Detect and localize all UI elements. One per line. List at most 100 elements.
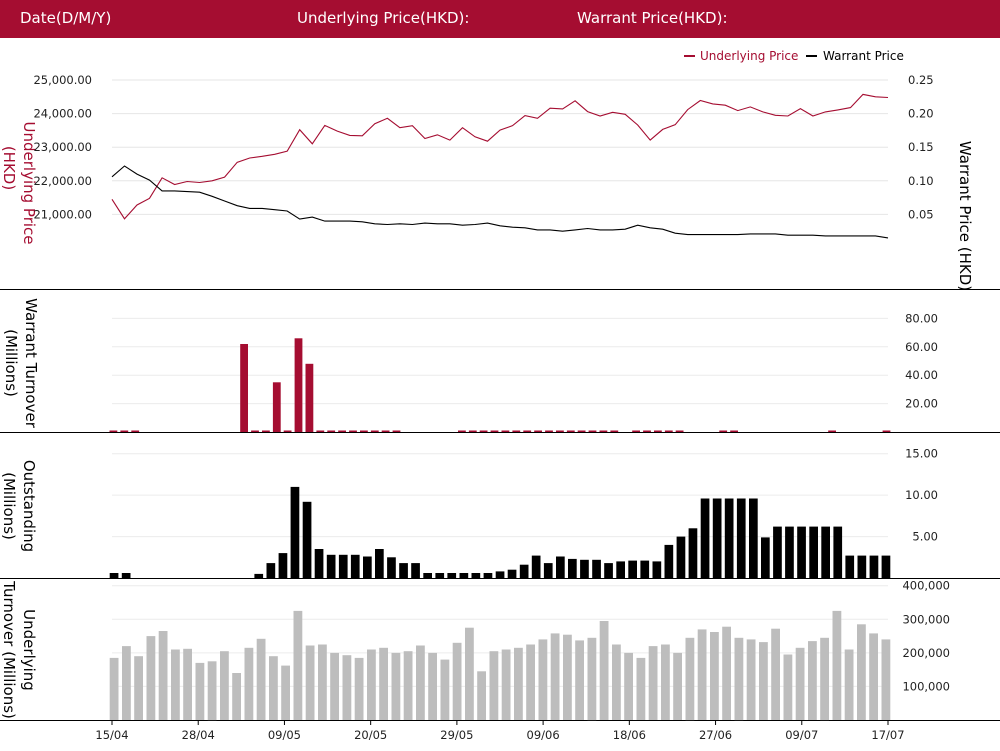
- warrant-turnover-bar: [882, 430, 891, 432]
- underlying-turnover-bar: [857, 624, 866, 720]
- outstanding-bar: [821, 526, 830, 578]
- underlying-turnover-bar: [428, 652, 437, 720]
- outstanding-bar: [640, 560, 650, 578]
- underlying-turnover-bar: [489, 651, 499, 720]
- underlying-turnover-bar: [673, 652, 682, 720]
- underlying-turnover-bar: [538, 639, 548, 720]
- outstanding-bar: [749, 498, 758, 578]
- y-tick-label: 15.00: [905, 447, 938, 461]
- underlying-turnover-bar: [305, 645, 315, 720]
- warrant-turnover-bar: [675, 430, 684, 432]
- underlying-turnover-bar: [134, 656, 143, 720]
- legend-underlying-label: Underlying Price: [700, 49, 798, 63]
- outstanding-bar: [604, 563, 613, 578]
- x-tick-label: 27/06: [699, 728, 732, 742]
- bars: [109, 338, 891, 721]
- y-tick-label: 80.00: [905, 311, 938, 325]
- warrant-turnover-bar: [610, 430, 619, 432]
- warrant-turnover-bar: [468, 430, 477, 432]
- underlying-turnover-bar: [783, 654, 793, 720]
- outstanding-bar: [869, 555, 879, 578]
- warrant-turnover-bar: [534, 430, 542, 432]
- underlying-turnover-bar: [318, 644, 327, 720]
- underlying-turnover-bar: [587, 637, 597, 721]
- underlying-turnover-bar: [354, 657, 364, 720]
- warrant-turnover-bar: [490, 430, 499, 432]
- underlying-turnover-bar: [685, 637, 695, 721]
- warrant-turnover-bar: [240, 344, 248, 432]
- x-tick-label: 09/06: [527, 728, 560, 742]
- gridlines: [112, 79, 888, 687]
- x-tick-label: 17/07: [871, 728, 904, 742]
- underlying-turnover-bar: [514, 647, 523, 720]
- outstanding-bar: [109, 573, 119, 578]
- panel3-y-title-line2: (Millions): [0, 472, 18, 540]
- x-tick-label: 09/05: [268, 728, 301, 742]
- underlying-turnover-bar: [869, 633, 878, 720]
- underlying-turnover-bar: [379, 647, 388, 720]
- outstanding-bar: [519, 564, 529, 578]
- outstanding-bar: [568, 558, 577, 578]
- outstanding-bar: [833, 526, 843, 578]
- y2-tick-label: 0.05: [908, 207, 934, 221]
- warrant-turnover-bar: [458, 430, 466, 432]
- underlying-turnover-bar: [746, 639, 756, 720]
- underlying-turnover-bar: [465, 627, 474, 720]
- outstanding-bar: [447, 573, 457, 578]
- outstanding-bar: [483, 573, 493, 578]
- x-tick-label: 18/06: [613, 728, 646, 742]
- underlying-turnover-bar: [710, 632, 719, 720]
- outstanding-bar: [423, 573, 432, 578]
- outstanding-bar: [700, 498, 710, 578]
- warrant-turnover-bar: [349, 430, 357, 432]
- outstanding-bar: [350, 554, 360, 578]
- underlying-turnover-bar: [771, 628, 780, 720]
- warrant-turnover-bar: [262, 430, 270, 432]
- warrant-turnover-bar: [294, 338, 303, 432]
- underlying-turnover-bar: [256, 638, 266, 720]
- y-tick-label: 60.00: [905, 340, 938, 354]
- outstanding-bar: [495, 571, 505, 578]
- outstanding-bar: [266, 563, 276, 578]
- outstanding-bar: [459, 573, 469, 578]
- warrant-turnover-bar: [120, 430, 129, 432]
- x-tick-label: 28/04: [182, 728, 215, 742]
- y2-tick-label: 0.10: [908, 174, 934, 188]
- underlying-turnover-bar: [563, 634, 572, 720]
- underlying-turnover-bar: [697, 629, 707, 720]
- underlying-turnover-bar: [881, 639, 891, 720]
- underlying-turnover-bar: [281, 665, 290, 720]
- warrant-turnover-bar: [479, 430, 488, 432]
- outstanding-bar: [399, 563, 408, 578]
- underlying-turnover-bar: [232, 673, 241, 720]
- outstanding-bar: [845, 555, 855, 578]
- x-tick-label: 29/05: [440, 728, 473, 742]
- underlying-turnover-bar: [820, 637, 829, 721]
- outstanding-bar: [435, 573, 445, 578]
- warrant-turnover-bar: [545, 430, 553, 432]
- outstanding-bar: [712, 498, 722, 578]
- chart-area: Underlying Price Warrant Price Underlyin…: [0, 49, 1000, 742]
- warrant-turnover-bar: [131, 430, 140, 432]
- warrant-turnover-bar: [556, 430, 564, 432]
- outstanding-bar: [592, 559, 601, 578]
- outstanding-bar: [507, 569, 517, 578]
- y2-tick-label: 0.15: [908, 140, 934, 154]
- outstanding-bar: [531, 555, 541, 578]
- underlying-turnover-bar: [183, 648, 192, 720]
- underlying-turnover-bar: [293, 610, 303, 720]
- warrant-turnover-bar: [327, 430, 336, 432]
- underlying-turnover-bar: [477, 671, 486, 720]
- warrant-turnover-bar: [654, 430, 662, 432]
- y-tick-label: 400,000: [902, 579, 950, 593]
- tick-labels: 21,000.00 22,000.00 23,000.00 24,000.00 25,0…: [33, 73, 950, 742]
- warrant-turnover-bar: [305, 363, 314, 432]
- warrant-turnover-bar: [599, 430, 608, 432]
- warrant-turnover-bar: [283, 430, 292, 432]
- outstanding-bar: [375, 549, 384, 578]
- underlying-price-label: Underlying Price(HKD):: [297, 9, 470, 27]
- warrant-turnover-bar: [501, 430, 510, 432]
- underlying-turnover-bar: [575, 640, 584, 720]
- outstanding-bar: [580, 559, 589, 578]
- panel1-y2-title: Warrant Price (HKD): [956, 141, 974, 291]
